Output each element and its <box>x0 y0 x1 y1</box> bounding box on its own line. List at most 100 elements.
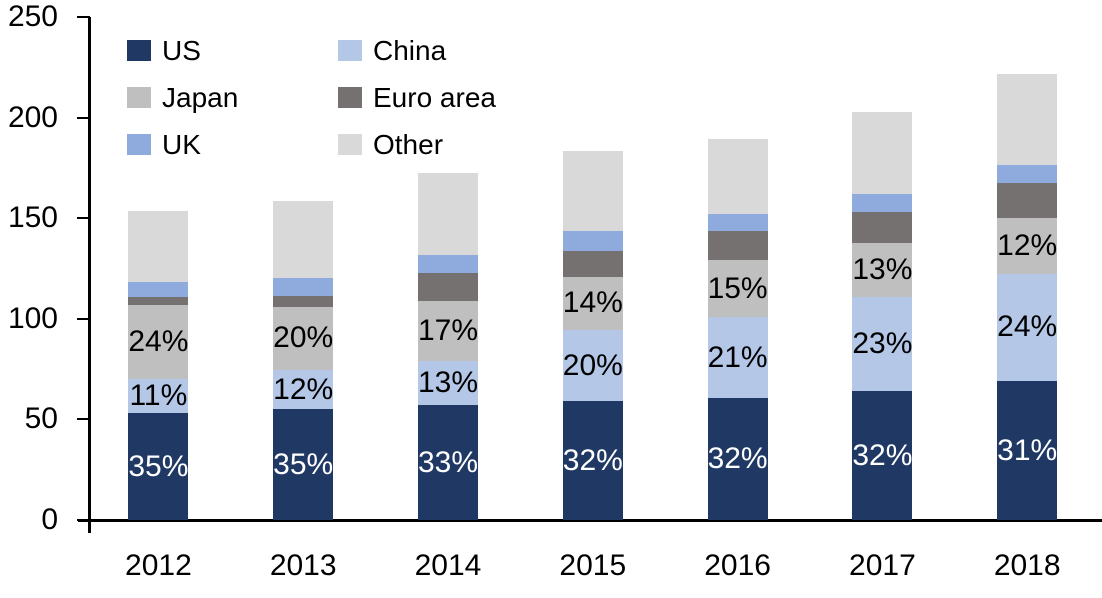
x-tick-label: 2012 <box>125 549 192 582</box>
legend-swatch <box>338 134 362 155</box>
bar-label-japan: 15% <box>707 271 768 305</box>
bar-label-us: 31% <box>997 433 1058 467</box>
bar-label-us: 32% <box>562 443 623 477</box>
legend-item-china: China <box>338 27 496 74</box>
y-tick-label: 150 <box>7 201 58 235</box>
bar-segment-other <box>128 211 189 282</box>
bar-label-us: 35% <box>128 449 189 483</box>
legend: US China Japan Euro area UK Other <box>127 27 496 168</box>
bar-segment-china <box>707 316 768 399</box>
bar-label-japan: 14% <box>562 286 623 320</box>
bar-label-china: 23% <box>852 326 913 360</box>
y-axis-tick <box>77 317 90 320</box>
bar-segment-us <box>852 391 913 520</box>
bar-segment-other <box>273 201 334 278</box>
bar-segment-euro-area <box>562 251 623 277</box>
bar-segment-japan <box>707 260 768 317</box>
bar-label-china: 13% <box>417 366 479 400</box>
y-axis-tick <box>77 16 90 18</box>
x-tick-label: 2016 <box>704 549 771 582</box>
bar-segment-japan <box>562 276 623 330</box>
legend-swatch <box>127 87 151 108</box>
bar-segment-uk <box>418 255 478 273</box>
bar-segment-uk <box>707 214 768 232</box>
legend-swatch <box>338 87 362 108</box>
bar-segment-us <box>418 405 478 520</box>
y-tick-label: 0 <box>41 503 58 536</box>
legend-label: Japan <box>162 81 239 113</box>
bar-segment-china <box>273 370 334 410</box>
y-axis-tick <box>77 418 90 421</box>
y-axis-tick <box>77 217 90 220</box>
bar-segment-china <box>562 329 623 402</box>
bar-segment-uk <box>128 281 189 297</box>
legend-swatch <box>127 40 151 61</box>
bar-segment-euro-area <box>128 296 189 305</box>
bar-segment-us <box>273 409 334 520</box>
bar-segment-uk <box>852 194 913 213</box>
bar-label-us: 32% <box>852 438 913 472</box>
bar-label-china: 12% <box>273 372 334 406</box>
bar-segment-uk <box>562 231 623 252</box>
bar-segment-china <box>128 379 189 414</box>
bar-segment-china <box>997 273 1058 382</box>
bar-segment-other <box>997 74 1058 165</box>
bar-segment-uk <box>997 164 1058 183</box>
legend-item-japan: Japan <box>127 74 338 121</box>
legend-label: UK <box>162 128 201 160</box>
y-axis-tick <box>77 116 90 119</box>
bar-label-china: 20% <box>562 348 623 382</box>
x-tick-label: 2014 <box>414 549 482 582</box>
bar-segment-japan <box>418 300 478 362</box>
bar-segment-us <box>997 381 1058 520</box>
bar-segment-us <box>562 401 623 520</box>
x-axis-line <box>78 519 1102 522</box>
bar-label-japan: 20% <box>273 321 334 355</box>
legend-label: China <box>373 34 447 66</box>
bar-segment-other <box>418 172 478 256</box>
legend-item-us: US <box>127 27 338 74</box>
bar-segment-euro-area <box>852 212 913 244</box>
legend-item-other: Other <box>338 121 496 168</box>
legend-label: Euro area <box>373 81 496 113</box>
bar-label-china: 24% <box>997 310 1058 344</box>
y-tick-label: 200 <box>7 100 58 134</box>
bar-segment-china <box>418 361 478 406</box>
bar-segment-euro-area <box>707 231 768 261</box>
x-tick-label: 2017 <box>849 549 916 582</box>
bar-segment-euro-area <box>997 182 1058 219</box>
y-axis-line <box>88 17 91 533</box>
bar-segment-euro-area <box>273 295 334 307</box>
bar-label-us: 35% <box>273 447 334 481</box>
bar-segment-us <box>707 398 768 520</box>
bar-label-china: 11% <box>129 379 188 413</box>
bar-segment-japan <box>997 218 1058 274</box>
bar-label-japan: 12% <box>997 228 1058 262</box>
bar-label-china: 21% <box>707 340 768 374</box>
bar-segment-uk <box>273 277 334 296</box>
legend-label: US <box>162 34 201 66</box>
y-tick-label: 100 <box>7 301 58 335</box>
bar-label-us: 33% <box>417 445 479 479</box>
bar-label-us: 32% <box>707 442 768 476</box>
legend-swatch <box>127 134 151 155</box>
y-tick-label: 50 <box>24 402 58 436</box>
bar-segment-japan <box>273 306 334 371</box>
bar-segment-japan <box>852 243 913 297</box>
bar-segment-china <box>852 296 913 392</box>
x-tick-label: 2015 <box>559 549 627 582</box>
legend-swatch <box>338 40 362 61</box>
y-tick-label: 250 <box>7 0 58 33</box>
bar-segment-other <box>707 138 768 215</box>
legend-label: Other <box>373 128 444 160</box>
bar-label-japan: 13% <box>852 253 913 286</box>
bar-segment-other <box>562 150 623 232</box>
bar-segment-japan <box>128 304 189 380</box>
bar-segment-us <box>128 413 189 520</box>
x-tick-label: 2018 <box>993 549 1061 582</box>
y-axis-tick <box>77 519 90 521</box>
bar-segment-euro-area <box>418 272 478 301</box>
bar-segment-other <box>852 111 913 195</box>
bar-label-japan: 17% <box>417 313 479 347</box>
